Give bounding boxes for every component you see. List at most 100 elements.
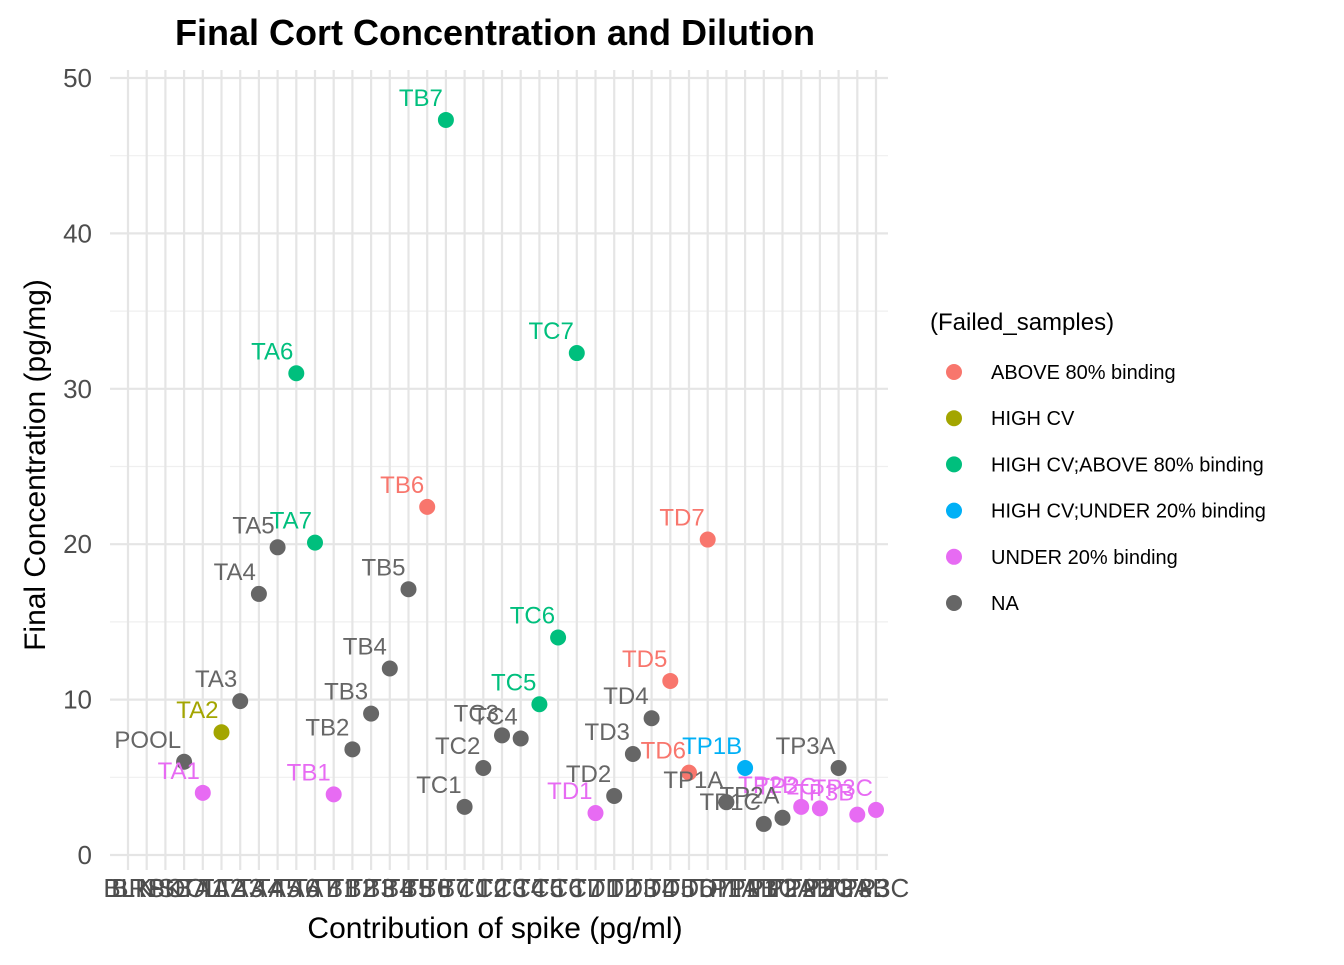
legend-items: ABOVE 80% binding HIGH CV HIGH CV;ABOVE 80… (946, 362, 1266, 615)
legend-key (946, 410, 962, 427)
data-points (176, 111, 884, 832)
legend-title: (Failed_samples) (930, 309, 1114, 336)
legend-item: UNDER 20% binding (946, 547, 1178, 569)
data-point (662, 672, 679, 689)
chart-title: Final Cort Concentration and Dilution (175, 12, 815, 53)
x-tick-label: TP1A (694, 873, 760, 903)
y-tick-label: 50 (63, 63, 92, 93)
data-label: TC3 (454, 700, 499, 727)
x-tick-label: TD2 (590, 873, 639, 903)
x-tick-label: TC5 (515, 873, 564, 903)
x-tick-labels: BLKBRSKNSBPOOLTA1TA2TA3TA4TA5TA6TA7TB1TB… (103, 873, 909, 903)
y-tick-label: 20 (63, 529, 92, 559)
x-axis-label: Contribution of spike (pg/ml) (307, 912, 682, 945)
data-label: TB6 (380, 472, 424, 499)
data-label: TP2B (738, 772, 798, 799)
data-label: TD5 (622, 646, 667, 673)
data-point (213, 724, 230, 741)
x-tick-label: TC3 (477, 873, 526, 903)
data-point (550, 629, 567, 646)
data-point (699, 531, 716, 548)
x-tick-label: TD5 (646, 873, 695, 903)
x-tick-label: TC2 (459, 873, 508, 903)
legend-item: NA (946, 593, 1019, 615)
x-tick-label: TP3C (843, 873, 909, 903)
x-tick-label: TC6 (534, 873, 583, 903)
x-tick-label: TP2A (750, 873, 816, 903)
data-point (755, 815, 772, 832)
data-label: TA5 (232, 512, 274, 539)
data-point (325, 786, 342, 803)
y-tick-label: 30 (63, 374, 92, 404)
data-point (568, 345, 585, 362)
legend-label: HIGH CV (991, 408, 1075, 430)
x-tick-label: TP2B (769, 873, 834, 903)
data-label: TB2 (305, 714, 349, 741)
y-tick-label: 0 (78, 840, 92, 870)
x-tick-label: TP2C (787, 873, 853, 903)
y-tick-label: 10 (63, 685, 92, 715)
x-tick-label: TP3A (806, 873, 872, 903)
data-point (606, 787, 623, 804)
data-label: TC6 (510, 602, 555, 629)
data-label: TB3 (324, 679, 368, 706)
x-tick-label: TD1 (571, 873, 620, 903)
data-point (475, 759, 492, 776)
data-point (232, 693, 249, 710)
data-point (587, 805, 604, 822)
legend-item: HIGH CV;ABOVE 80% binding (946, 454, 1264, 476)
legend-label: NA (991, 593, 1019, 615)
data-point (288, 365, 305, 382)
x-tick-label: TA3 (217, 873, 263, 903)
x-tick-label: TC7 (552, 873, 601, 903)
y-tick-label: 40 (63, 218, 92, 248)
x-tick-label: TA2 (199, 873, 245, 903)
x-tick-label: TC4 (496, 873, 545, 903)
x-tick-label: TD7 (683, 873, 732, 903)
legend-label: HIGH CV;UNDER 20% binding (991, 501, 1266, 523)
x-tick-label: TC1 (440, 873, 489, 903)
data-label: TP3B (794, 780, 854, 807)
data-point (494, 727, 510, 744)
x-tick-label: TB4 (366, 873, 414, 903)
data-label: TP3A (776, 733, 836, 760)
data-point (400, 581, 417, 598)
legend: (Failed_samples) ABOVE 80% binding HIGH C… (930, 309, 1266, 615)
legend-key (946, 502, 962, 519)
data-point (830, 759, 847, 776)
data-label: TC5 (491, 669, 536, 696)
data-point (868, 801, 884, 818)
legend-key (946, 595, 962, 611)
data-label: TC7 (528, 318, 573, 345)
data-point (737, 759, 754, 776)
x-tick-label: TA4 (236, 873, 282, 903)
data-label: TD6 (641, 738, 686, 765)
data-label: TP2C (756, 773, 817, 800)
x-tick-label: TP3B (825, 873, 890, 903)
data-label: TA4 (214, 559, 256, 586)
x-tick-label: TD3 (608, 873, 657, 903)
data-point (344, 741, 361, 758)
point-labels: TB6 TD5 TD6 TD7 TA2 TA6 TA7 TB7 TC5 TC6 TC7 TP1B TA1… (114, 85, 873, 816)
data-label: TD7 (659, 505, 704, 532)
data-label: TA1 (158, 758, 200, 785)
x-tick-label: BLK (103, 873, 153, 903)
data-label: TC1 (416, 772, 461, 799)
data-point (643, 710, 660, 727)
data-label: TP1C (699, 789, 760, 816)
data-point (363, 705, 380, 722)
x-tick-label: NSB (139, 873, 192, 903)
data-point (624, 745, 641, 762)
data-point (269, 539, 286, 556)
data-label: TP3C (812, 775, 873, 802)
data-label: TA3 (195, 666, 237, 693)
x-tick-label: TB2 (329, 873, 377, 903)
data-point (718, 794, 735, 811)
legend-label: HIGH CV;ABOVE 80% binding (991, 454, 1264, 476)
data-label: TD2 (566, 761, 611, 788)
data-label: TP1A (663, 767, 723, 794)
x-tick-label: TA1 (180, 873, 226, 903)
data-point (250, 585, 267, 602)
data-label: TB5 (361, 554, 405, 581)
